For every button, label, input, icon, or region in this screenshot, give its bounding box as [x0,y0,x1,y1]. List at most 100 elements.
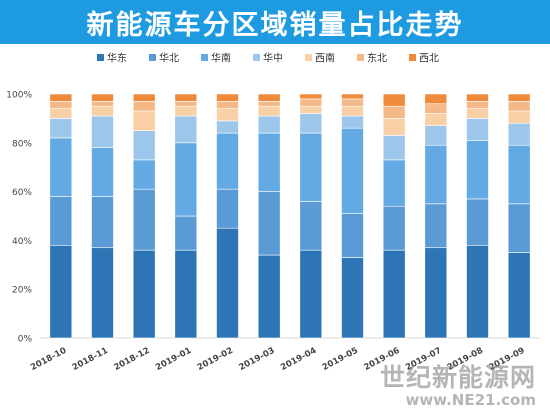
bar-segment-2019-03-东北 [257,101,281,107]
watermark-url: www.NE21.com [405,391,536,409]
x-tick-label: 2019-01 [154,346,193,373]
bar-segment-2019-05-华南 [341,127,364,214]
bar-segment-2018-10-华北 [49,196,73,246]
bar-segment-2019-09-西南 [507,110,531,124]
y-tick-label: 100% [6,91,32,101]
legend-swatch-5 [305,54,312,61]
bar-segment-2019-04-西北 [299,93,323,100]
bar-segment-2018-12-华北 [132,188,156,251]
bar-segment-2019-08-西北 [466,93,489,102]
bar-segment-2019-08-华南 [466,140,489,200]
x-tick-label: 2018-10 [29,346,68,373]
bar-segment-2019-07-华北 [424,203,448,249]
watermark-name: 世纪新能源网 [379,363,536,392]
bar-segment-2019-09-西北 [507,93,531,102]
bar-segment-2018-10-西北 [49,93,73,102]
x-tick-label: 2019-03 [237,346,276,373]
bar-segment-2018-12-华南 [132,159,156,190]
bar-segment-2019-08-华东 [466,244,489,339]
bar-segment-2019-09-华东 [507,252,531,339]
bar-segment-2018-11-华北 [91,196,114,249]
bar-segment-2019-01-西南 [174,105,198,117]
legend-label-1: 华东 [107,52,127,65]
bar-segment-2019-08-华北 [466,198,489,246]
bar-segment-2019-07-西南 [424,113,448,127]
bar-segment-2019-06-华南 [382,159,406,207]
bar-segment-2019-01-华南 [174,142,198,217]
chart-title: 新能源车分区域销量占比走势 [86,9,464,41]
legend-label-3: 华南 [211,52,231,65]
bar-segment-2019-03-华中 [257,115,281,134]
bar-segment-2019-02-华南 [216,132,239,190]
x-tick-label: 2018-12 [112,346,151,373]
legend-swatch-1 [97,54,104,61]
y-tick-label: 40% [12,237,32,247]
bar-segment-2019-01-华东 [174,249,198,339]
y-tick-label: 60% [12,188,32,198]
bar-segment-2018-10-西南 [49,108,73,119]
stacked-bar-chart: 华东 华北 华南 华中 西南 东北 西北0%20%40%60%80%100%2018-10 2… [6,52,540,373]
bar-segment-2019-07-华南 [424,144,448,205]
bar-segment-2019-02-西北 [216,93,239,102]
legend-label-6: 东北 [367,52,387,65]
bar-segment-2018-11-华中 [91,115,114,148]
bar-segment-2019-06-东北 [382,105,406,119]
legend-swatch-7 [409,54,416,61]
watermark: 世纪新能源网 www.NE21.com [379,363,536,409]
bar-segment-2019-06-华北 [382,205,406,251]
bar-segment-2019-07-西北 [424,93,448,105]
bar-segment-2019-07-华中 [424,125,448,146]
bar-segment-2019-03-西南 [257,105,281,117]
bar-segment-2019-07-华东 [424,247,448,339]
legend-swatch-4 [253,54,260,61]
bar-segment-2018-12-西北 [132,93,156,102]
bar-segment-2019-08-西南 [466,108,489,119]
bar-segment-2019-05-西北 [341,93,364,100]
bar-segment-2018-10-华中 [49,118,73,139]
bar-segment-2019-02-东北 [216,101,239,109]
bar-segment-2019-02-华东 [216,227,239,339]
bar-segment-2019-04-华北 [299,201,323,251]
bar-segment-2019-09-华北 [507,203,531,253]
bar-segment-2019-03-华南 [257,132,281,192]
bar-segment-2018-12-西南 [132,110,156,131]
bar-segment-2019-08-东北 [466,101,489,109]
legend-swatch-3 [201,54,208,61]
bar-segment-2019-03-西北 [257,93,281,102]
bar-segment-2019-06-西南 [382,118,406,136]
bar-segment-2019-04-华南 [299,132,323,202]
bar-segment-2018-12-华东 [132,249,156,339]
bar-segment-2019-08-华中 [466,118,489,141]
bar-segment-2018-11-西北 [91,93,114,102]
bar-segment-2018-11-东北 [91,101,114,107]
bar-segment-2019-09-东北 [507,101,531,112]
bar-segment-2019-06-华中 [382,135,406,161]
y-tick-label: 0% [18,335,33,345]
bar-segment-2019-03-华北 [257,191,281,256]
bar-segment-2018-12-东北 [132,101,156,112]
bar-segment-2019-09-华中 [507,122,531,146]
x-tick-label: 2019-04 [279,346,318,373]
bar-segment-2019-09-华南 [507,144,531,205]
bar-segment-2019-04-西南 [299,105,323,114]
y-tick-label: 20% [12,286,32,296]
x-tick-label: 2019-02 [196,346,235,373]
bar-segment-2018-10-华南 [49,137,73,197]
bar-segment-2019-07-东北 [424,103,448,114]
bar-segment-2019-05-华中 [341,115,364,129]
bar-segment-2019-04-华东 [299,249,323,339]
bar-segment-2019-06-西北 [382,93,406,107]
legend-label-2: 华北 [159,52,179,65]
x-tick-label: 2019-05 [321,346,360,373]
bar-segment-2019-01-西北 [174,93,198,102]
bar-segment-2019-03-华东 [257,254,281,339]
bar-segment-2019-05-华东 [341,257,364,339]
bar-segment-2019-05-东北 [341,98,364,107]
chart-area: 华东 华北 华南 华中 西南 东北 西北 0% 20% 40% 60% 80% 100% 2018-10 2… [0,44,550,412]
bar-segment-2019-04-华中 [299,113,323,134]
bar-segment-2018-10-华东 [49,244,73,339]
bar-segment-2019-02-华北 [216,188,239,229]
bar-segment-2019-01-东北 [174,101,198,107]
bar-segment-2019-04-东北 [299,98,323,107]
bar-segment-2019-01-华中 [174,115,198,144]
